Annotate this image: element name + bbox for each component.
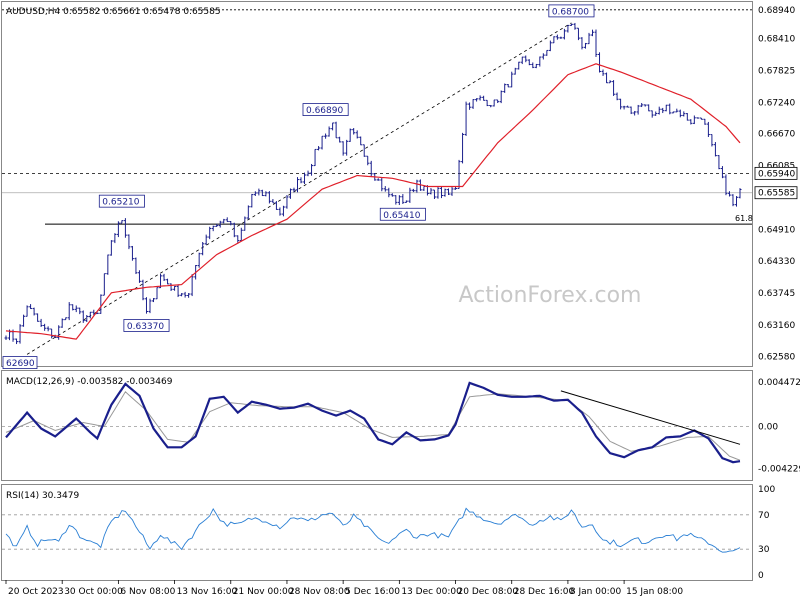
price-tick-label: 0.66085 <box>758 161 795 171</box>
swing-label: 0.68700 <box>552 7 589 17</box>
x-tick-label: 28 Nov 08:00 <box>289 587 350 597</box>
price-tick-label: 0.68940 <box>758 6 795 16</box>
level-marker-box <box>754 166 798 180</box>
price-tick-label: 0.67825 <box>758 67 795 77</box>
swing-label: 62690 <box>6 359 35 369</box>
rsi-header: RSI(14) 30.3479 <box>6 491 79 501</box>
ema-line <box>5 63 741 340</box>
price-tick-label: 0.63745 <box>758 289 795 299</box>
price-tick-label: 0.63160 <box>758 321 795 331</box>
rsi-line <box>5 507 741 553</box>
swing-label-box <box>98 194 145 208</box>
x-tick-label: 13 Nov 16:00 <box>177 587 238 597</box>
macd-trendline <box>560 390 741 445</box>
x-tick-label: 20 Dec 08:00 <box>458 587 519 597</box>
price-tick-label: 0.62580 <box>758 353 795 363</box>
level-marker-label: 0.65940 <box>758 169 795 179</box>
rsi-panel[interactable] <box>1 484 753 581</box>
x-tick-label: 20 Oct 2023 <box>8 587 64 597</box>
axis-ticks: 0.68940 0.68410 0.67825 0.67240 0.66670 0.660… <box>5 6 800 597</box>
x-tick-label: 13 Dec 00:00 <box>401 587 462 597</box>
rsi-tick-label: 0 <box>758 571 764 581</box>
rsi-tick-label: 70 <box>758 511 770 521</box>
swing-label: 0.65210 <box>102 198 139 208</box>
macd-line <box>5 381 741 464</box>
price-annotations: 62690 0.65210 0.63370 0.66890 0.65410 0.68700 <box>2 4 595 369</box>
x-tick-label: 5 Dec 16:00 <box>345 587 400 597</box>
price-tick-label: 0.64330 <box>758 257 795 267</box>
swing-label-box <box>2 356 38 369</box>
x-tick-label: 28 Dec 16:00 <box>514 587 575 597</box>
current-price-label: 0.65585 <box>758 189 795 199</box>
macd-panel[interactable] <box>1 370 753 481</box>
watermark: ActionForex.com <box>459 283 642 308</box>
macd-series <box>5 381 741 464</box>
ema-series <box>5 63 741 340</box>
price-tick-label: 0.68410 <box>758 35 795 45</box>
swing-label-box <box>379 207 426 221</box>
current-price-box <box>754 186 798 200</box>
price-tick-label: 0.67240 <box>758 98 795 108</box>
trend-channel-line <box>26 22 572 355</box>
x-tick-label: 6 Nov 08:00 <box>120 587 175 597</box>
x-tick-label: 21 Nov 00:00 <box>233 587 294 597</box>
macd-tick-label: -0.004229 <box>758 464 800 474</box>
x-tick-label: 15 Jan 08:00 <box>626 587 683 597</box>
price-panel[interactable] <box>1 1 753 367</box>
x-tick-label: 30 Oct 00:00 <box>64 587 123 597</box>
macd-tick-label: 0.00 <box>758 422 778 432</box>
symbol-header: AUDUSD,H4 0.65582 0.65661 0.65478 0.6558… <box>6 7 221 17</box>
price-tick-label: 0.64910 <box>758 226 795 236</box>
x-tick-label: 8 Jan 00:00 <box>570 587 622 597</box>
macd-tick-label: 0.004472 <box>758 378 800 388</box>
price-tick-label: 0.66670 <box>758 130 795 140</box>
rsi-tick-label: 30 <box>758 545 770 555</box>
rsi-tick-label: 100 <box>758 485 775 495</box>
retracement-label: 61.8 <box>735 214 753 223</box>
swing-label-box <box>548 4 595 18</box>
grid-lines: 61.8 <box>2 9 753 550</box>
swing-label-box <box>302 103 349 116</box>
swing-label: 0.65410 <box>383 211 420 221</box>
swing-label: 0.66890 <box>306 106 343 116</box>
swing-label: 0.63370 <box>127 322 164 332</box>
rsi-series <box>5 507 741 553</box>
price-series <box>4 22 742 345</box>
macd-header: MACD(12,26,9) -0.003582 -0.003469 <box>6 377 173 387</box>
swing-label-box <box>123 319 170 332</box>
